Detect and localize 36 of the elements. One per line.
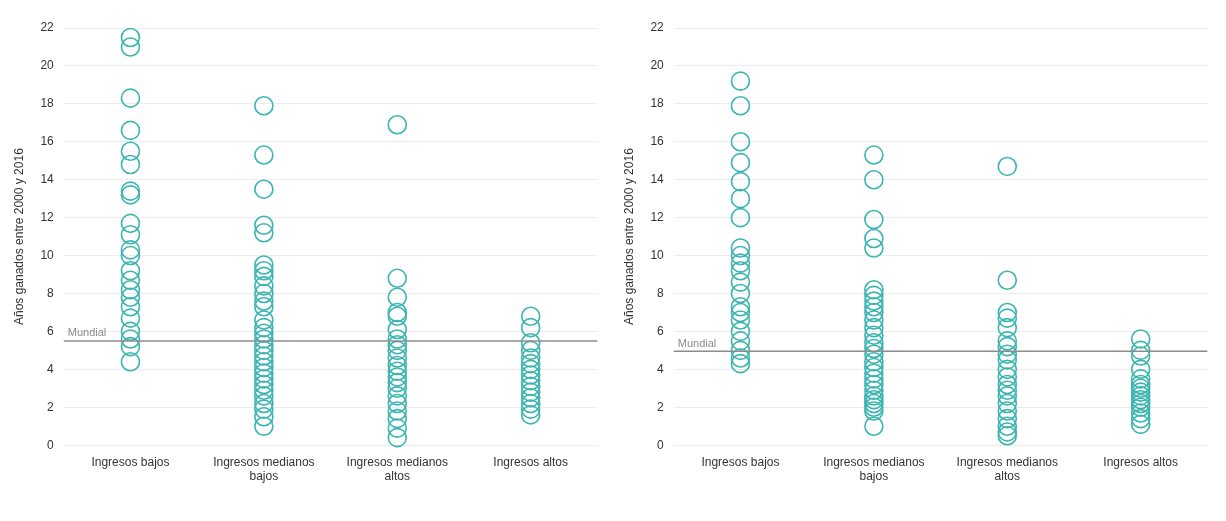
y-tick-label: 14: [650, 172, 665, 187]
x-tick-label: Ingresos medianos bajos: [213, 454, 315, 484]
x-tick-label: Ingresos bajos: [91, 454, 170, 469]
x-tick-label: Ingresos medianos altos: [956, 454, 1058, 484]
y-axis-title: Años ganados entre 2000 y 2016: [11, 147, 26, 326]
ref-line-label: Mundial: [67, 326, 107, 339]
ref-line-label: Mundial: [677, 336, 717, 349]
y-tick-label: 22: [650, 20, 665, 35]
y-tick-label: 0: [657, 437, 665, 452]
x-tick-label: Ingresos altos: [1103, 454, 1179, 469]
x-tick-label: Ingresos bajos: [701, 454, 780, 469]
y-tick-label: 6: [657, 323, 665, 338]
y-axis-title: Años ganados entre 2000 y 2016: [621, 147, 636, 326]
y-tick-label: 16: [40, 134, 55, 149]
x-tick-label: Ingresos medianos bajos: [823, 454, 925, 484]
y-tick-label: 12: [40, 209, 55, 224]
y-tick-label: 18: [40, 96, 55, 111]
y-tick-label: 12: [650, 209, 665, 224]
y-tick-label: 22: [40, 20, 55, 35]
y-tick-label: 8: [47, 285, 55, 300]
y-tick-label: 2: [47, 399, 55, 414]
y-tick-label: 10: [40, 247, 55, 262]
y-tick-label: 16: [650, 134, 665, 149]
y-tick-label: 0: [47, 437, 55, 452]
y-tick-label: 8: [657, 285, 665, 300]
x-tick-label: Ingresos altos: [493, 454, 569, 469]
y-tick-label: 2: [657, 399, 665, 414]
y-tick-label: 14: [40, 172, 55, 187]
y-tick-label: 10: [650, 247, 665, 262]
y-tick-label: 20: [650, 58, 665, 73]
y-tick-label: 4: [657, 361, 665, 376]
y-tick-label: 4: [47, 361, 55, 376]
y-tick-label: 6: [47, 323, 55, 338]
y-tick-label: 20: [40, 58, 55, 73]
x-tick-label: Ingresos medianos altos: [346, 454, 448, 484]
y-tick-label: 18: [650, 96, 665, 111]
